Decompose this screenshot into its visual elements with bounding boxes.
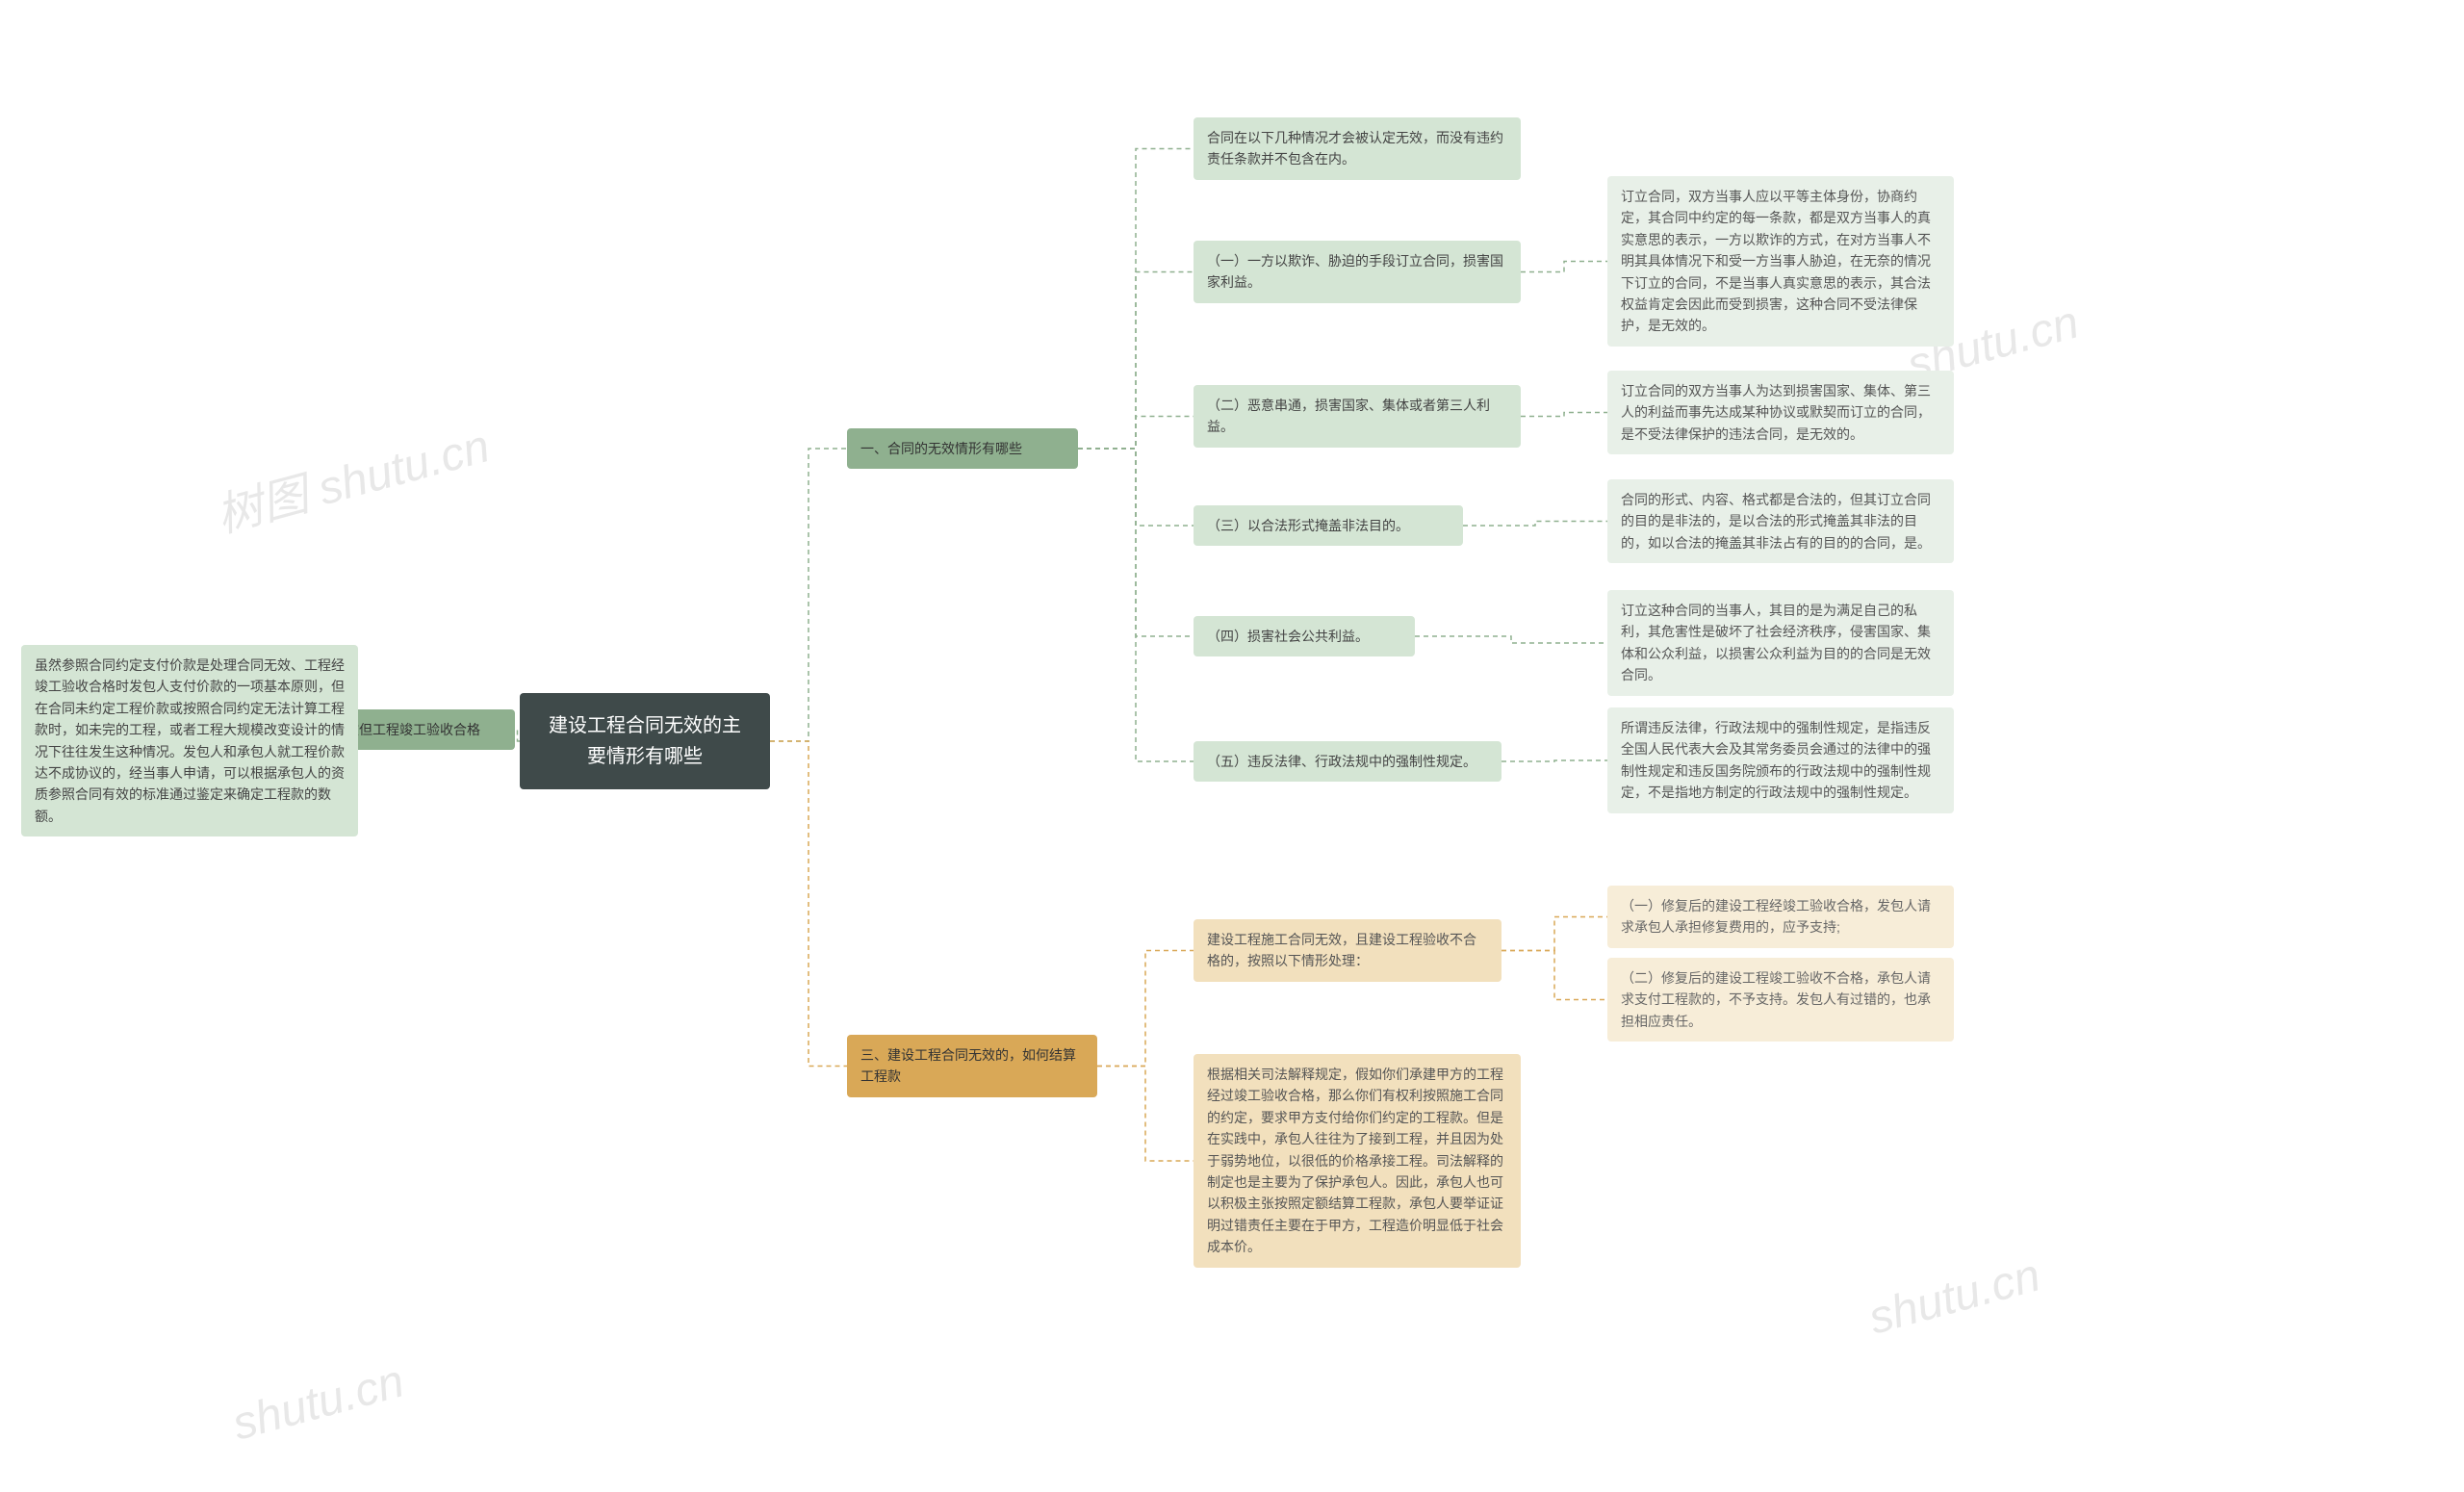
edge: [1502, 951, 1607, 1000]
edge: [1078, 149, 1194, 450]
mindmap-node: 建设工程施工合同无效，且建设工程验收不合格的，按照以下情形处理：: [1194, 919, 1502, 982]
edge: [1078, 449, 1194, 636]
edge: [1502, 917, 1607, 951]
edge: [1097, 951, 1194, 1067]
watermark: shutu.cn: [1863, 1248, 2046, 1345]
mindmap-node: （一）一方以欺诈、胁迫的手段订立合同，损害国家利益。: [1194, 241, 1521, 303]
mindmap-node: 所谓违反法律，行政法规中的强制性规定，是指违反全国人民代表大会及其常务委员会通过…: [1607, 707, 1954, 813]
mindmap-node: 根据相关司法解释规定，假如你们承建甲方的工程经过竣工验收合格，那么你们有权利按照…: [1194, 1054, 1521, 1268]
mindmap-node: 合同在以下几种情况才会被认定无效，而没有违约责任条款并不包含在内。: [1194, 117, 1521, 180]
mindmap-node: 订立这种合同的当事人，其目的是为满足自己的私利，其危害性是破坏了社会经济秩序，侵…: [1607, 590, 1954, 696]
root-node: 建设工程合同无效的主要情形有哪些: [520, 693, 770, 789]
mindmap-node: （五）违反法律、行政法规中的强制性规定。: [1194, 741, 1502, 782]
mindmap-node: （一）修复后的建设工程经竣工验收合格，发包人请求承包人承担修复费用的，应予支持;: [1607, 886, 1954, 948]
mindmap-node: 三、建设工程合同无效的，如何结算工程款: [847, 1035, 1097, 1097]
edge: [1078, 417, 1194, 450]
edge: [1078, 449, 1194, 526]
edge: [1415, 636, 1607, 643]
edge: [770, 449, 847, 741]
mindmap-node: （四）损害社会公共利益。: [1194, 616, 1415, 656]
mindmap-node: （二）恶意串通，损害国家、集体或者第三人利益。: [1194, 385, 1521, 448]
edge: [1463, 522, 1607, 527]
mindmap-node: 虽然参照合同约定支付价款是处理合同无效、工程经竣工验收合格时发包人支付价款的一项…: [21, 645, 358, 836]
edge: [1521, 413, 1607, 417]
watermark: 树图 shutu.cn: [208, 408, 496, 546]
edge: [770, 741, 847, 1067]
mindmap-node: 订立合同，双方当事人应以平等主体身份，协商约定，其合同中约定的每一条款，都是双方…: [1607, 176, 1954, 347]
edge: [1502, 760, 1607, 761]
watermark: shutu.cn: [227, 1354, 410, 1451]
mindmap-node: 一、合同的无效情形有哪些: [847, 428, 1078, 469]
mindmap-node: 合同的形式、内容、格式都是合法的，但其订立合同的目的是非法的，是以合法的形式掩盖…: [1607, 479, 1954, 563]
mindmap-node: 订立合同的双方当事人为达到损害国家、集体、第三人的利益而事先达成某种协议或默契而…: [1607, 371, 1954, 454]
edge: [1078, 272, 1194, 450]
edge: [1097, 1067, 1194, 1162]
mindmap-node: （三）以合法形式掩盖非法目的。: [1194, 505, 1463, 546]
edge: [1521, 262, 1607, 272]
edge: [1078, 449, 1194, 761]
mindmap-node: （二）修复后的建设工程竣工验收不合格，承包人请求支付工程款的，不予支持。发包人有…: [1607, 958, 1954, 1042]
